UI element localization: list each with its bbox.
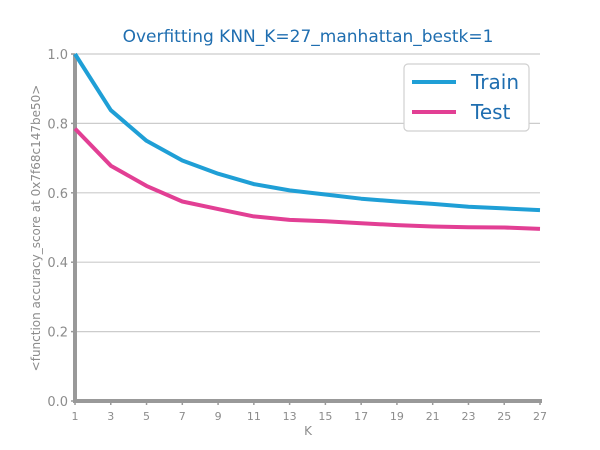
x-tick-label: 21 bbox=[426, 410, 440, 423]
series-lines bbox=[73, 52, 541, 231]
x-tick-label: 11 bbox=[247, 410, 261, 423]
x-tick-label: 5 bbox=[143, 410, 150, 423]
series-line-train bbox=[73, 52, 541, 213]
axes bbox=[71, 53, 542, 405]
x-tick-labels: 1 3 5 7 9 11 13 15 17 19 21 23 25 27 bbox=[72, 410, 548, 423]
chart-title: Overfitting KNN_K=27_manhattan_bestk=1 bbox=[123, 27, 494, 47]
x-tick-label: 1 bbox=[72, 410, 79, 423]
x-tick-label: 7 bbox=[179, 410, 186, 423]
y-tick-label: 0.6 bbox=[47, 187, 68, 202]
x-tick-label: 17 bbox=[354, 410, 368, 423]
x-axis-label: K bbox=[304, 424, 313, 438]
x-tick-label: 3 bbox=[107, 410, 114, 423]
y-tick-label: 0.4 bbox=[47, 256, 68, 271]
y-axis-label: <function accuracy_score at 0x7f68c147be… bbox=[29, 85, 43, 372]
y-tick-label: 0.0 bbox=[47, 395, 68, 410]
x-tick-label: 25 bbox=[497, 410, 511, 423]
y-tick-label: 0.2 bbox=[47, 326, 68, 341]
x-tick-label: 19 bbox=[390, 410, 404, 423]
y-tick-label: 0.8 bbox=[47, 117, 68, 132]
x-tick-label: 23 bbox=[461, 410, 475, 423]
legend-label-train: Train bbox=[470, 70, 519, 94]
y-tick-label: 1.0 bbox=[47, 48, 68, 63]
legend-items: Train Test bbox=[412, 70, 519, 124]
x-tick-label: 13 bbox=[283, 410, 297, 423]
x-tick-label: 15 bbox=[318, 410, 332, 423]
series-line-test bbox=[73, 127, 541, 231]
legend: Train Test bbox=[403, 63, 530, 132]
legend-label-test: Test bbox=[470, 100, 511, 124]
x-tick-label: 9 bbox=[215, 410, 222, 423]
x-tick-label: 27 bbox=[533, 410, 547, 423]
y-tick-labels: 0.0 0.2 0.4 0.6 0.8 1.0 bbox=[47, 48, 68, 410]
